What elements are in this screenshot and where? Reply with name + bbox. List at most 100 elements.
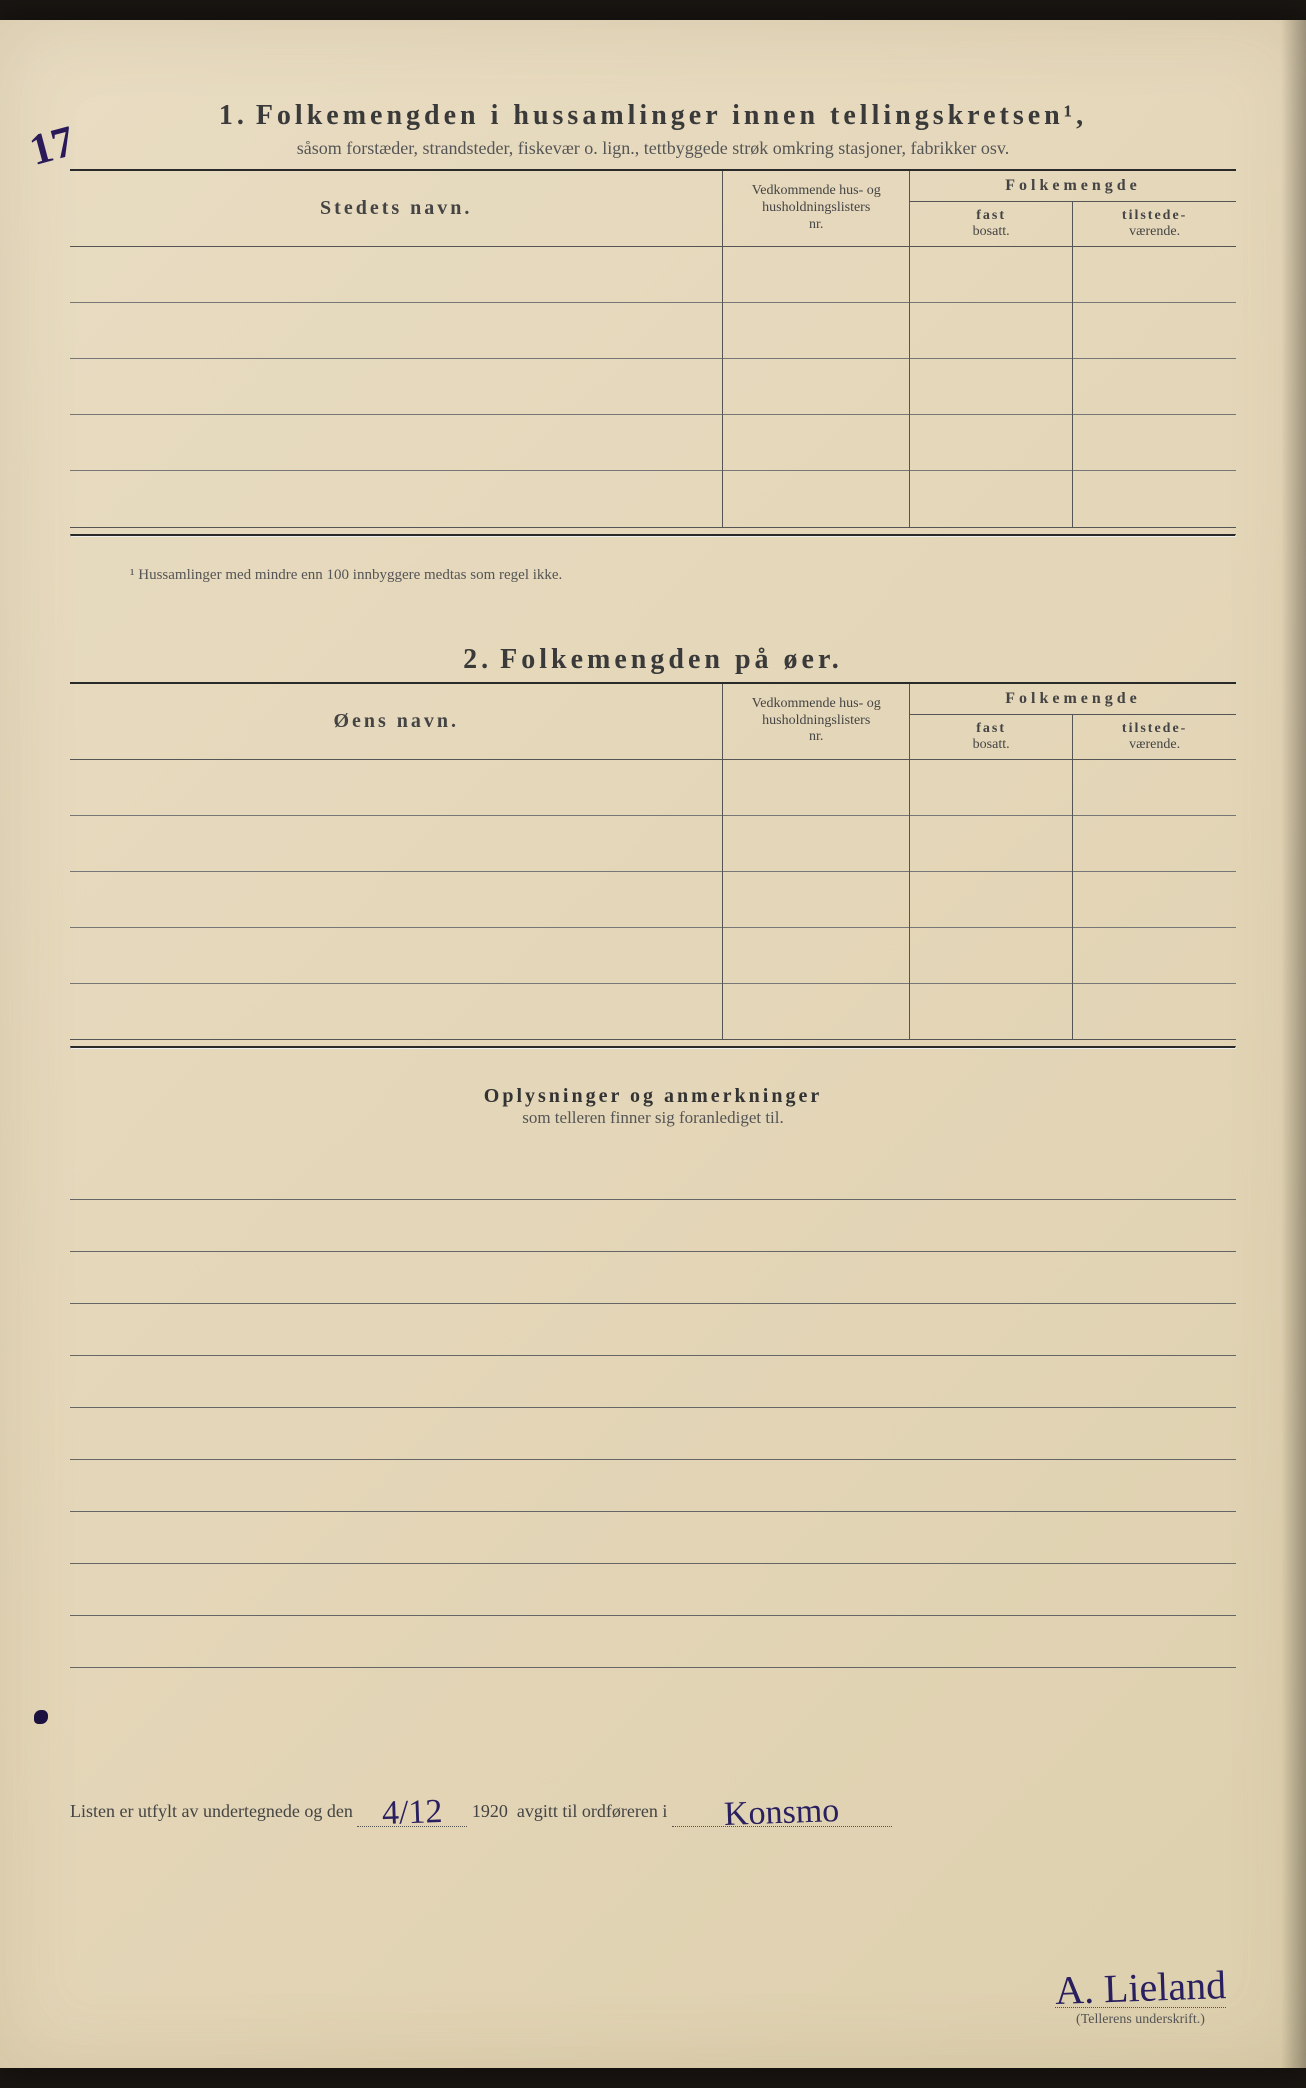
cell bbox=[723, 415, 910, 471]
cell bbox=[910, 415, 1073, 471]
sig-year: 1920 bbox=[472, 1801, 508, 1821]
rule bbox=[70, 1046, 1236, 1049]
section2-table: Øens navn. Vedkommende hus- og husholdni… bbox=[70, 684, 1236, 1040]
col-tilstede: tilstede- værende. bbox=[1073, 714, 1236, 759]
section1-table: Stedets navn. Vedkommende hus- og hushol… bbox=[70, 171, 1236, 527]
tilstede-l2: værende. bbox=[1081, 737, 1228, 753]
cell bbox=[910, 471, 1073, 527]
cell bbox=[910, 983, 1073, 1039]
section2-title: 2. Folkemengden på øer. bbox=[70, 644, 1236, 676]
cell bbox=[1073, 415, 1236, 471]
tilstede-l1: tilstede- bbox=[1081, 721, 1228, 737]
cell bbox=[1073, 303, 1236, 359]
sig-prefix: Listen er utfylt av undertegnede og den bbox=[70, 1801, 353, 1821]
cell bbox=[723, 359, 910, 415]
col-listers-nr: Vedkommende hus- og husholdningslisters … bbox=[723, 171, 910, 247]
col-fast: fast bosatt. bbox=[910, 714, 1073, 759]
cell bbox=[910, 759, 1073, 815]
table-row bbox=[70, 759, 1236, 815]
signature-line: Listen er utfylt av undertegnede og den … bbox=[70, 1788, 1236, 1827]
ruled-line bbox=[70, 1200, 1236, 1252]
table-row bbox=[70, 247, 1236, 303]
sig-date-handwritten: 4/12 bbox=[382, 1793, 444, 1833]
ruled-line bbox=[70, 1356, 1236, 1408]
rule bbox=[70, 1039, 1236, 1040]
cell bbox=[910, 815, 1073, 871]
ruled-line bbox=[70, 1460, 1236, 1512]
cell bbox=[1073, 247, 1236, 303]
ruled-line bbox=[70, 1304, 1236, 1356]
ink-blot bbox=[34, 1710, 48, 1724]
cell bbox=[910, 927, 1073, 983]
fast-l2: bosatt. bbox=[918, 224, 1064, 240]
cell bbox=[723, 303, 910, 359]
cell bbox=[1073, 815, 1236, 871]
table-row bbox=[70, 471, 1236, 527]
col2-l3: nr. bbox=[731, 217, 901, 234]
cell bbox=[1073, 359, 1236, 415]
cell bbox=[910, 247, 1073, 303]
ruled-line bbox=[70, 1512, 1236, 1564]
cell bbox=[723, 927, 910, 983]
ruled-line bbox=[70, 1148, 1236, 1200]
col-tilstede: tilstede- værende. bbox=[1073, 202, 1236, 247]
col-folkemengde: Folkemengde bbox=[910, 171, 1236, 202]
section1-body bbox=[70, 247, 1236, 527]
ruled-line bbox=[70, 1564, 1236, 1616]
tilstede-l1: tilstede- bbox=[1081, 208, 1228, 224]
ruled-line bbox=[70, 1616, 1236, 1668]
cell bbox=[723, 983, 910, 1039]
cell bbox=[723, 471, 910, 527]
sig-place-field: Konsmo bbox=[672, 1788, 892, 1827]
cell bbox=[70, 759, 723, 815]
footnote-1: ¹ Hussamlinger med mindre enn 100 innbyg… bbox=[130, 567, 1236, 584]
col-oens-navn: Øens navn. bbox=[70, 684, 723, 760]
cell bbox=[723, 247, 910, 303]
cell bbox=[910, 359, 1073, 415]
cell bbox=[70, 359, 723, 415]
cell bbox=[70, 983, 723, 1039]
remarks-title: Oplysninger og anmerkninger bbox=[70, 1085, 1236, 1108]
cell bbox=[910, 303, 1073, 359]
sig-middle: avgitt til ordføreren i bbox=[517, 1801, 667, 1821]
cell bbox=[70, 927, 723, 983]
cell bbox=[1073, 983, 1236, 1039]
remarks-subtitle: som telleren finner sig foranlediget til… bbox=[70, 1108, 1236, 1128]
remarks-lines bbox=[70, 1148, 1236, 1668]
table-row bbox=[70, 359, 1236, 415]
cell bbox=[1073, 759, 1236, 815]
table-row bbox=[70, 871, 1236, 927]
sig-place-handwritten: Konsmo bbox=[724, 1792, 840, 1834]
cell bbox=[723, 815, 910, 871]
table-row bbox=[70, 303, 1236, 359]
col-stedets-navn: Stedets navn. bbox=[70, 171, 723, 247]
col2-l2: husholdningslisters bbox=[731, 713, 901, 730]
cell bbox=[70, 303, 723, 359]
col2-l3: nr. bbox=[731, 729, 901, 746]
section2-body bbox=[70, 759, 1236, 1039]
cell bbox=[910, 871, 1073, 927]
signature-handwritten: A. Lieland bbox=[1054, 1961, 1227, 2014]
signature-block: A. Lieland (Tellerens underskrift.) bbox=[1055, 1958, 1226, 2028]
table-row bbox=[70, 983, 1236, 1039]
section1-title: 1. Folkemengden i hussamlinger innen tel… bbox=[70, 100, 1236, 132]
tilstede-l2: værende. bbox=[1081, 224, 1228, 240]
rule bbox=[70, 534, 1236, 537]
census-form-page: 17 1. Folkemengden i hussamlinger innen … bbox=[0, 20, 1306, 2068]
col2-l1: Vedkommende hus- og bbox=[731, 696, 901, 713]
section2-title-text: Folkemengden på øer. bbox=[500, 644, 843, 675]
cell bbox=[1073, 471, 1236, 527]
fast-l1: fast bbox=[918, 208, 1064, 224]
col-listers-nr: Vedkommende hus- og husholdningslisters … bbox=[723, 684, 910, 760]
cell bbox=[1073, 871, 1236, 927]
cell bbox=[70, 415, 723, 471]
col-folkemengde: Folkemengde bbox=[910, 684, 1236, 715]
rule bbox=[70, 527, 1236, 528]
ruled-line bbox=[70, 1408, 1236, 1460]
cell bbox=[723, 871, 910, 927]
table-row bbox=[70, 415, 1236, 471]
table-row bbox=[70, 815, 1236, 871]
section1-subtitle: såsom forstæder, strandsteder, fiskevær … bbox=[70, 138, 1236, 159]
fast-l1: fast bbox=[918, 721, 1064, 737]
cell bbox=[70, 815, 723, 871]
